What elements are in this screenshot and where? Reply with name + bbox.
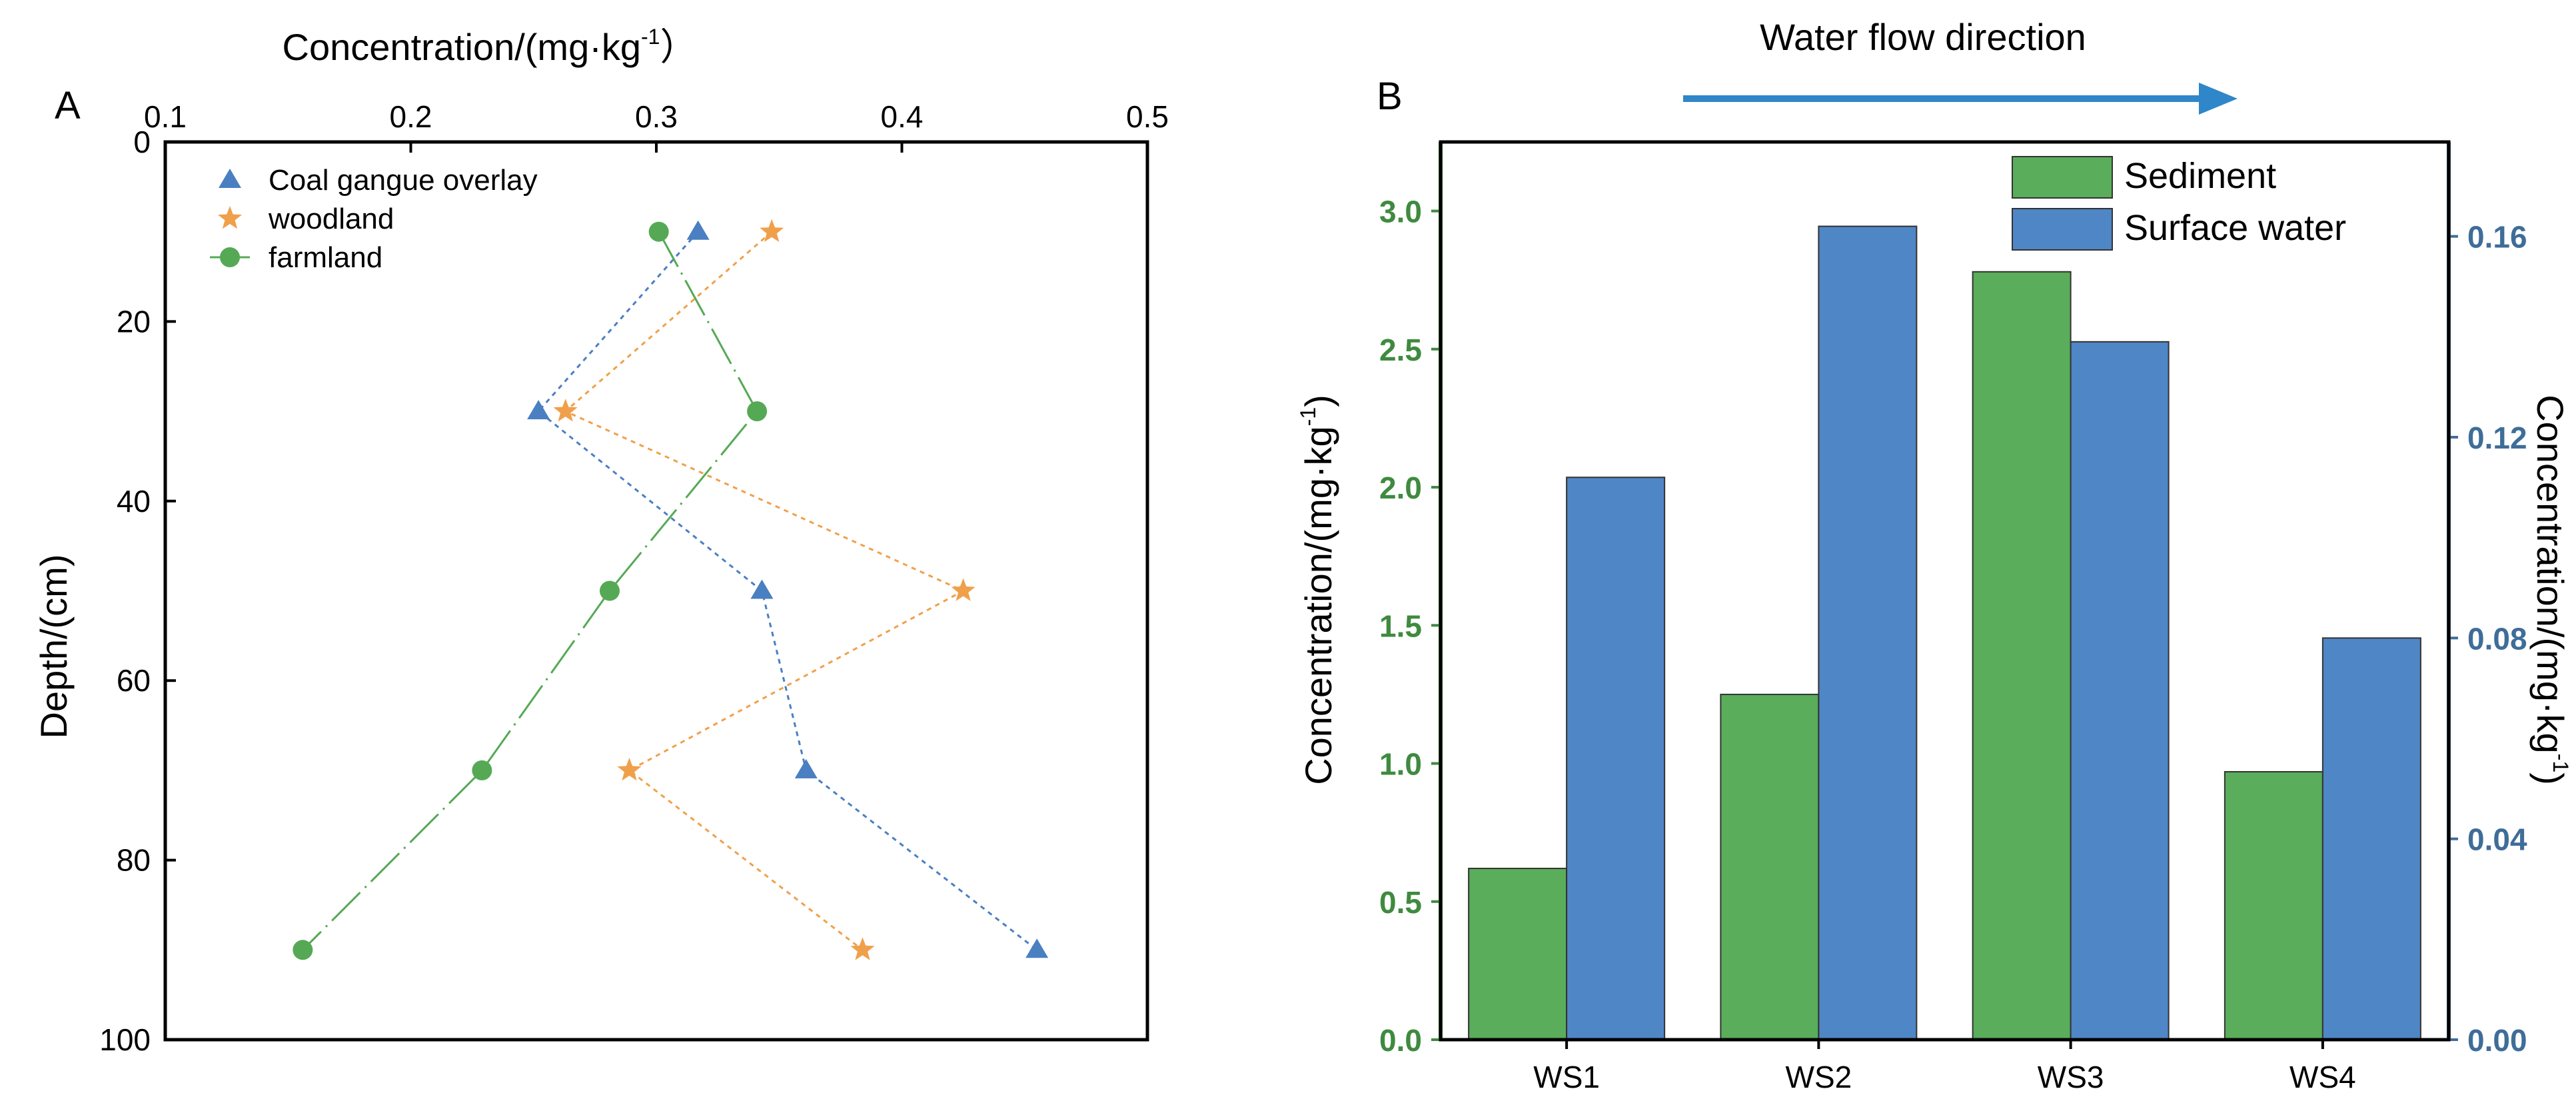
panel-b-left-tick-label: 1.0 <box>1379 747 1422 782</box>
data-point-coal-gangue-overlay <box>1025 938 1049 958</box>
bar-sediment-ws3 <box>1972 271 2072 1041</box>
panel-b-right-tick-label: 0.16 <box>2467 220 2527 255</box>
panel-b-right-tick-label: 0.08 <box>2467 621 2527 656</box>
panel-a-legend: Coal gangue overlay woodland farmland <box>210 164 538 274</box>
panel-a-plot-frame <box>163 140 1149 1042</box>
panel-b-left-tick-label: 2.5 <box>1379 333 1422 367</box>
panel-b-label: B <box>1377 75 1403 118</box>
panel-b-legend: Sediment Surface water <box>2012 156 2346 251</box>
data-point-coal-gangue-overlay <box>527 400 550 420</box>
legend-label-surface-water: Surface water <box>2124 208 2346 248</box>
panel-b-left-tick-label: 1.5 <box>1379 608 1422 643</box>
bar-surface-water-ws2 <box>1818 225 1918 1041</box>
panel-a-y-tick-label: 40 <box>117 484 151 519</box>
legend-label-woodland: woodland <box>268 203 394 235</box>
panel-a-y-axis-title: Depth/(cm) <box>33 554 75 739</box>
panel-a-series <box>293 219 1049 960</box>
panel-b-left-tick-label: 3.0 <box>1379 195 1422 229</box>
panel-b-right-axis-title-sup: -1 <box>2549 754 2573 772</box>
legend-label-sediment: Sediment <box>2124 156 2276 196</box>
legend-swatch-surface-water <box>2012 208 2113 251</box>
data-point-woodland <box>553 399 578 422</box>
panel-b-title: Water flow direction <box>1760 16 2086 58</box>
data-point-farmland <box>747 401 768 422</box>
panel-a-x-axis-title-close: ） <box>660 26 697 68</box>
panel-a: A Concentration/(mg·kg-1） Depth/(cm) 0.1… <box>33 25 1169 1057</box>
data-point-farmland <box>599 580 620 601</box>
data-point-farmland <box>293 940 313 960</box>
data-point-woodland <box>760 219 784 243</box>
panel-a-y-tick-label: 0 <box>133 125 151 159</box>
panel-b-x-tick-label: WS1 <box>1533 1060 1600 1094</box>
panel-b-right-axis-title: Concentration/(mg·kg-1) <box>2529 395 2573 785</box>
data-point-woodland <box>617 757 642 781</box>
bar-surface-water-ws3 <box>2070 341 2170 1040</box>
series-line-farmland <box>302 231 758 951</box>
panel-b-right-axis-title-close: ) <box>2529 772 2571 785</box>
flow-arrow-head <box>2199 83 2238 115</box>
panel-b-left-axis-title-close: ) <box>1297 395 1339 407</box>
panel-a-x-tick-label: 0.5 <box>1126 99 1169 134</box>
data-point-coal-gangue-overlay <box>794 758 818 778</box>
panel-a-x-tick-label: 0.2 <box>390 99 432 134</box>
panel-a-y-tick-label: 100 <box>99 1022 151 1057</box>
panel-a-y-tick-label: 60 <box>117 663 151 698</box>
panel-b-left-axis-title-main: Concentration/(mg·kg <box>1297 426 1339 784</box>
data-point-coal-gangue-overlay <box>750 579 774 599</box>
panel-b: B Water flow direction Concentration/(mg… <box>1296 16 2573 1094</box>
panel-b-x-tick-label: WS4 <box>2289 1060 2356 1094</box>
panel-a-label: A <box>55 84 81 127</box>
bar-surface-water-ws1 <box>1566 477 1666 1040</box>
data-point-farmland <box>648 221 669 242</box>
panel-b-plot-frame <box>1439 140 2451 1042</box>
panel-a-x-tick-label: 0.1 <box>144 99 187 134</box>
legend-label-farmland: farmland <box>269 241 382 274</box>
panel-b-right-tick-label: 0.04 <box>2467 822 2527 857</box>
panel-b-right-tick-label: 0.12 <box>2467 421 2527 455</box>
panel-b-left-tick-label: 0.0 <box>1379 1023 1422 1058</box>
panel-b-left-axis-title-sup: -1 <box>1296 407 1320 426</box>
panel-a-axes: 0.1 0.2 0.3 0.4 0.5 0 20 40 60 80 100 <box>99 99 1169 1057</box>
panel-a-x-axis-title-main: Concentration/(mg·kg <box>283 26 641 68</box>
panel-a-x-tick-label: 0.4 <box>881 99 924 134</box>
bar-surface-water-ws4 <box>2321 637 2421 1040</box>
panel-b-left-axis-title: Concentration/(mg·kg-1) <box>1296 395 1339 785</box>
panel-b-right-axis-title-main: Concentration/(mg·kg <box>2529 395 2571 753</box>
panel-a-x-axis-title-sup: -1 <box>641 25 660 49</box>
panel-a-y-tick-label: 80 <box>117 843 151 878</box>
data-point-coal-gangue-overlay <box>686 220 710 240</box>
panel-b-x-tick-label: WS3 <box>2038 1060 2104 1094</box>
data-point-woodland <box>951 578 975 601</box>
panel-b-x-tick-label: WS2 <box>1786 1060 1852 1094</box>
panel-b-left-tick-label: 2.0 <box>1379 471 1422 505</box>
legend-marker-farmland <box>220 247 240 267</box>
panel-a-y-tick-label: 20 <box>117 304 151 339</box>
legend-label-coal-gangue-overlay: Coal gangue overlay <box>269 164 538 197</box>
legend-marker-woodland <box>217 206 243 229</box>
legend-marker-coal-gangue-overlay <box>219 169 241 188</box>
bar-sediment-ws2 <box>1720 693 1820 1040</box>
panel-b-right-tick-label: 0.00 <box>2467 1023 2527 1058</box>
bar-sediment-ws4 <box>2224 770 2323 1040</box>
panel-a-x-tick-label: 0.3 <box>635 99 678 134</box>
data-point-woodland <box>850 937 875 960</box>
panel-b-bars <box>1468 225 2421 1041</box>
data-point-farmland <box>472 760 492 780</box>
panel-b-left-tick-label: 0.5 <box>1379 885 1422 920</box>
panel-a-x-axis-title: Concentration/(mg·kg-1） <box>283 25 698 68</box>
legend-swatch-sediment <box>2012 156 2113 199</box>
flow-direction-arrow <box>1683 83 2238 115</box>
bar-sediment-ws1 <box>1468 868 1568 1040</box>
